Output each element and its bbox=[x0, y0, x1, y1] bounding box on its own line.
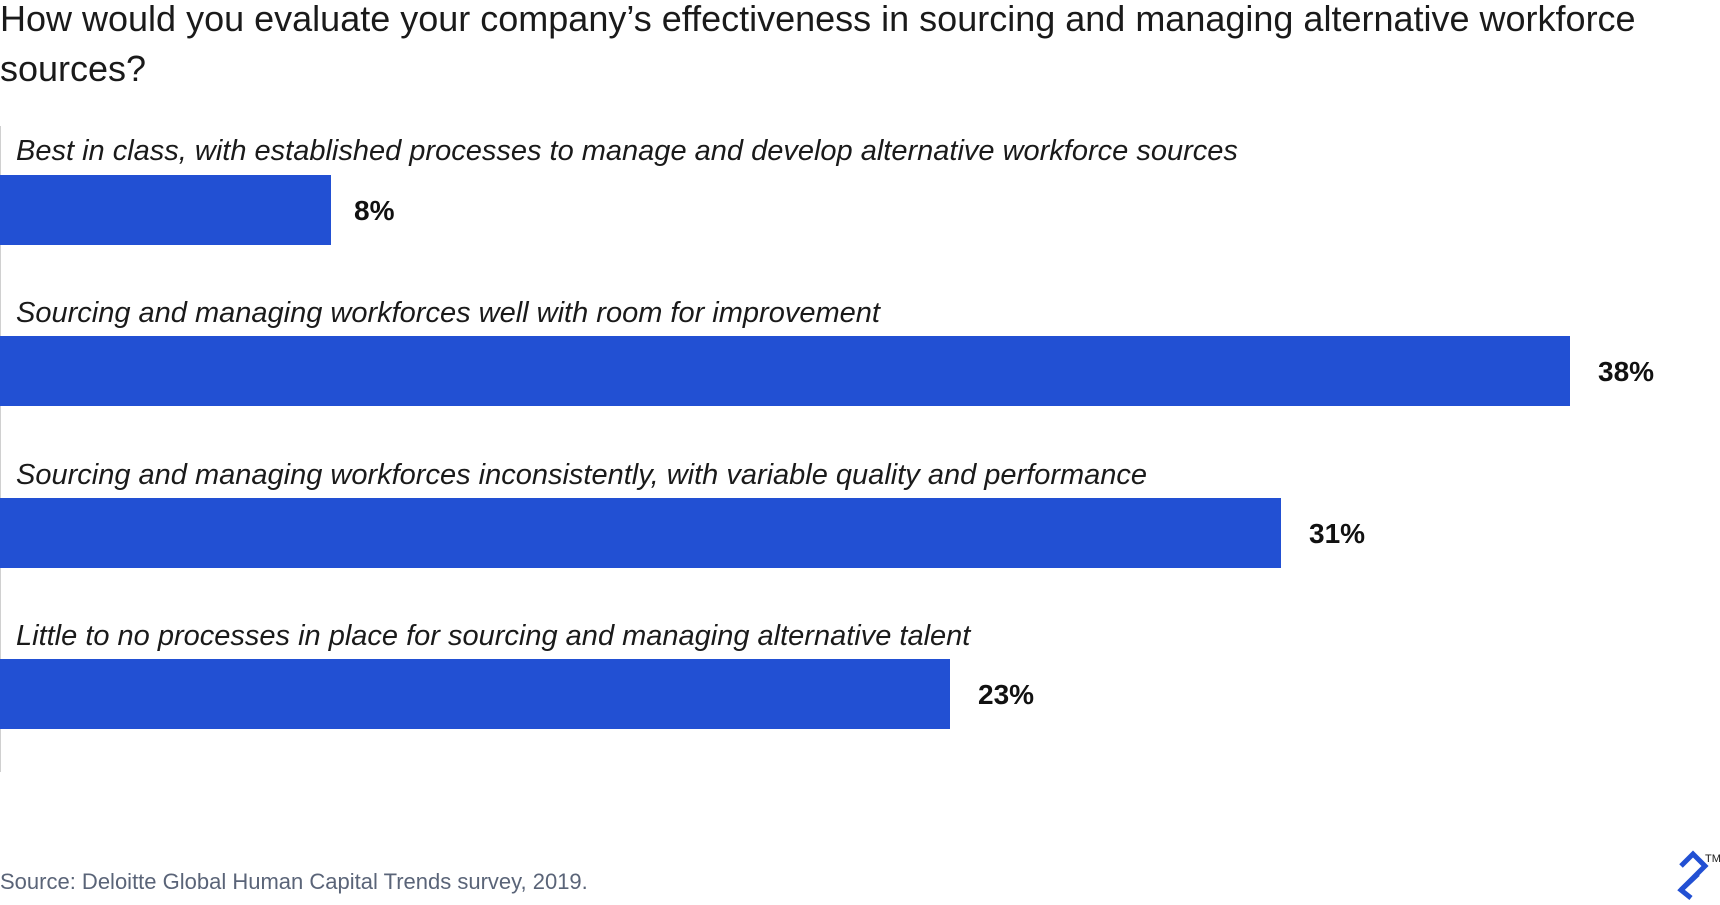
bar bbox=[0, 336, 1570, 406]
value-label: 23% bbox=[978, 679, 1035, 710]
source-note: Source: Deloitte Global Human Capital Tr… bbox=[0, 869, 588, 894]
value-label: 8% bbox=[354, 195, 395, 226]
category-label: Best in class, with established processe… bbox=[16, 135, 1238, 167]
category-label: Sourcing and managing workforces well wi… bbox=[16, 297, 880, 329]
value-label: 38% bbox=[1598, 356, 1655, 387]
category-label: Sourcing and managing workforces inconsi… bbox=[16, 459, 1148, 491]
bar bbox=[0, 175, 331, 245]
toptal-logo-icon: TM bbox=[1672, 850, 1720, 900]
axis-line bbox=[0, 126, 1, 772]
value-label: 31% bbox=[1309, 518, 1366, 549]
chart-title: How would you evaluate your company’s ef… bbox=[0, 0, 1636, 89]
bar bbox=[0, 659, 950, 729]
trademark-mark: TM bbox=[1705, 853, 1720, 865]
category-label: Little to no processes in place for sour… bbox=[16, 620, 971, 652]
bar bbox=[0, 498, 1281, 568]
